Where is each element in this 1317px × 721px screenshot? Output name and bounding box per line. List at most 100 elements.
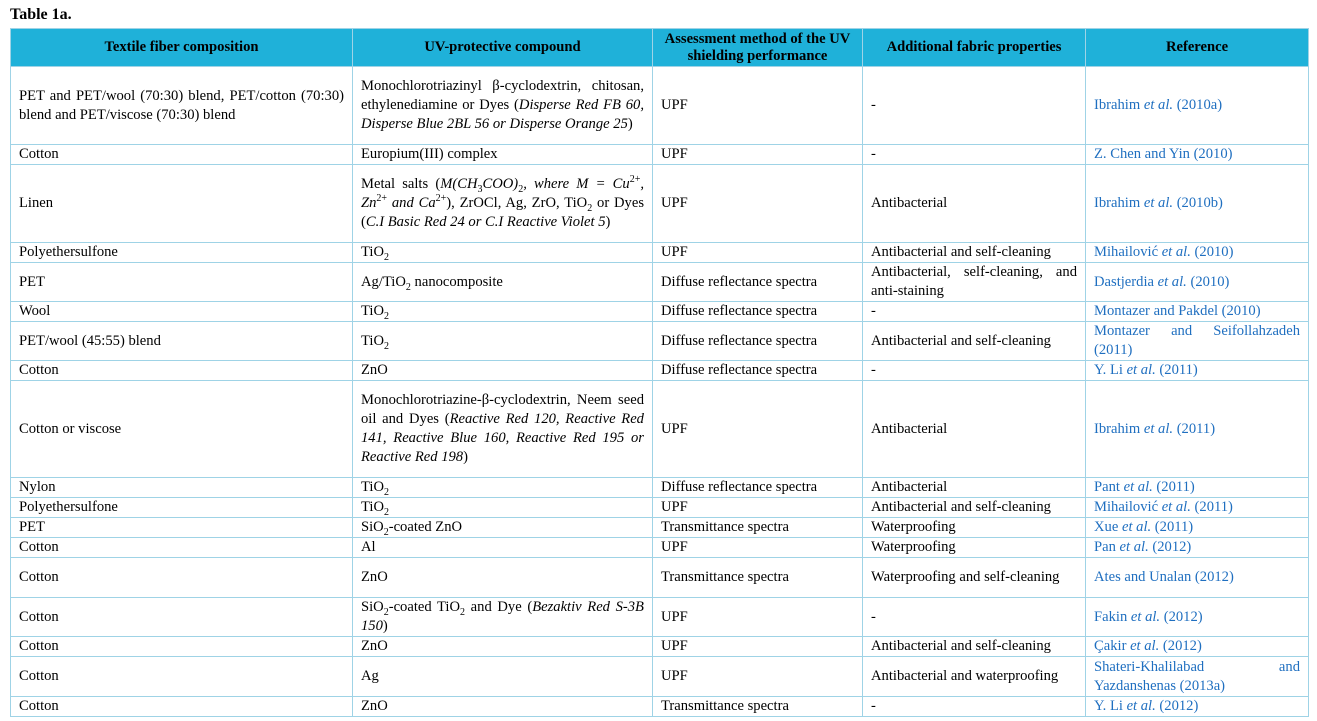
table-caption: Table 1a.	[10, 6, 72, 23]
properties-cell: Waterproofing and self-cleaning	[862, 557, 1086, 598]
cell-text: (2012)	[1160, 608, 1203, 625]
reference-cell[interactable]: Mihailović et al. (2011)	[1085, 497, 1309, 518]
reference-cell[interactable]: Dastjerdia et al. (2010)	[1085, 262, 1309, 302]
table-row: Polyethersulfone TiO2 UPF Antibacterial and…	[10, 497, 1309, 518]
cell-text-sub: 2	[384, 486, 389, 498]
properties-cell: Waterproofing	[862, 517, 1086, 538]
cell-text: nanocomposite	[410, 273, 503, 290]
cell-text-italic: et al.	[1130, 608, 1161, 625]
method-cell: Diffuse reflectance spectra	[652, 321, 863, 361]
reference-cell[interactable]: Y. Li et al. (2012)	[1085, 696, 1309, 717]
properties-cell: -	[862, 597, 1086, 637]
fiber-cell: Wool	[10, 301, 353, 322]
reference-cell[interactable]: Z. Chen and Yin (2010)	[1085, 144, 1309, 165]
method-cell: UPF	[652, 380, 863, 478]
cell-text: Al	[361, 539, 376, 555]
reference-cell[interactable]: Ibrahim et al. (2010a)	[1085, 66, 1309, 145]
cell-text: Europium(III) complex	[361, 146, 498, 162]
reference-cell[interactable]: Shateri-Khalilabad and Yazdanshenas (201…	[1085, 656, 1309, 697]
cell-text: SiO	[361, 519, 384, 535]
uv-protection-table: Textile fiber composition UV-protective …	[10, 28, 1309, 717]
table-row: PET and PET/wool (70:30) blend, PET/cott…	[10, 66, 1309, 145]
table-row: Cotton ZnO Diffuse reflectance spectra - Y. …	[10, 360, 1309, 381]
cell-text: ZnO	[361, 569, 388, 585]
cell-text-italic: et al.	[1126, 362, 1156, 378]
cell-text: Ag/TiO	[361, 273, 406, 290]
reference-cell[interactable]: Montazer and Seifollahzadeh (2011)	[1085, 321, 1309, 361]
method-cell: UPF	[652, 656, 863, 697]
cell-text-italic: M(CH	[440, 176, 478, 192]
reference-cell[interactable]: Pan et al. (2012)	[1085, 537, 1309, 558]
method-cell: Diffuse reflectance spectra	[652, 360, 863, 381]
cell-text-italic: Bezaktiv Red S-3B 150	[361, 599, 644, 634]
cell-text: TiO	[361, 479, 384, 495]
method-cell: UPF	[652, 597, 863, 637]
cell-text: (2010b)	[1173, 195, 1223, 211]
properties-cell: Antibacterial	[862, 164, 1086, 243]
cell-text: (2012)	[1159, 638, 1202, 654]
compound-cell: TiO2	[352, 321, 653, 361]
reference-cell[interactable]: Fakin et al. (2012)	[1085, 597, 1309, 637]
fiber-cell: Polyethersulfone	[10, 497, 353, 518]
reference-cell[interactable]: Xue et al. (2011)	[1085, 517, 1309, 538]
cell-text: Y. Li	[1094, 362, 1127, 378]
cell-text-italic: et al.	[1121, 519, 1152, 535]
cell-text-italic: et al.	[1143, 195, 1174, 211]
cell-text: TiO	[361, 499, 384, 515]
table-row: Cotton Al UPF Waterproofing Pan et al. (2012…	[10, 537, 1309, 558]
method-cell: Diffuse reflectance spectra	[652, 301, 863, 322]
properties-cell: Antibacterial and self-cleaning	[862, 242, 1086, 263]
cell-text: (2011)	[1152, 479, 1195, 495]
cell-text-sup: 2+	[629, 174, 641, 186]
cell-text-italic: , where M = Cu	[523, 176, 630, 192]
cell-text: (2011)	[1155, 362, 1198, 378]
fiber-cell: Cotton	[10, 360, 353, 381]
fiber-cell: Cotton	[10, 144, 353, 165]
cell-text-italic: Reactive Red 120, Reactive Red 141, Reac…	[361, 411, 644, 465]
properties-cell: Antibacterial and self-cleaning	[862, 497, 1086, 518]
table-row: Cotton or viscose Monochlorotriazine-β-cy…	[10, 380, 1309, 478]
cell-text-italic: et al.	[1143, 97, 1174, 113]
table-header-row: Textile fiber composition UV-protective …	[10, 28, 1309, 67]
cell-text: -coated ZnO	[388, 519, 463, 535]
cell-text: Ibrahim	[1094, 420, 1144, 437]
reference-cell[interactable]: Ates and Unalan (2012)	[1085, 557, 1309, 598]
cell-text-italic: et al.	[1161, 499, 1191, 515]
cell-text-sub: 2	[383, 526, 389, 538]
cell-text: Shateri-Khalilabad and Yazdanshenas (201…	[1094, 658, 1300, 694]
method-cell: UPF	[652, 242, 863, 263]
table-row: Polyethersulfone TiO2 UPF Antibacterial and…	[10, 242, 1309, 263]
cell-text: Ag	[361, 668, 379, 684]
fiber-cell: Cotton	[10, 656, 353, 697]
cell-text: (2011)	[1151, 519, 1194, 535]
reference-cell[interactable]: Pant et al. (2011)	[1085, 477, 1309, 498]
properties-cell: Antibacterial and self-cleaning	[862, 636, 1086, 657]
properties-cell: -	[862, 66, 1086, 145]
reference-cell[interactable]: Mihailović et al. (2010)	[1085, 242, 1309, 263]
reference-cell[interactable]: Çakir et al. (2012)	[1085, 636, 1309, 657]
cell-text-italic: et al.	[1119, 539, 1149, 555]
reference-cell[interactable]: Y. Li et al. (2011)	[1085, 360, 1309, 381]
compound-cell: Metal salts (M(CH3COO)2, where M = Cu2+,…	[352, 164, 653, 243]
table-row: Cotton Ag UPF Antibacterial and waterproofi…	[10, 656, 1309, 697]
properties-cell: Antibacterial and waterproofing	[862, 656, 1086, 697]
reference-cell[interactable]: Montazer and Pakdel (2010)	[1085, 301, 1309, 322]
fiber-cell: Cotton	[10, 557, 353, 598]
cell-text-sub: 2	[587, 202, 593, 214]
cell-text-sub: 2	[460, 606, 466, 618]
cell-text: (2011)	[1173, 420, 1216, 437]
reference-cell[interactable]: Ibrahim et al. (2011)	[1085, 380, 1309, 478]
method-cell: UPF	[652, 497, 863, 518]
cell-text: Y. Li	[1094, 698, 1127, 714]
header-compound: UV-protective compound	[352, 28, 653, 67]
cell-text: Fakin	[1094, 608, 1131, 625]
properties-cell: -	[862, 144, 1086, 165]
header-method: Assessment method of the UV shielding pe…	[652, 28, 863, 67]
cell-text-italic: et al.	[1143, 420, 1174, 437]
method-cell: Transmittance spectra	[652, 696, 863, 717]
fiber-cell: Cotton	[10, 537, 353, 558]
reference-cell[interactable]: Ibrahim et al. (2010b)	[1085, 164, 1309, 243]
fiber-cell: Polyethersulfone	[10, 242, 353, 263]
cell-text-sub: 2	[384, 506, 389, 518]
table-row: Cotton ZnO Transmittance spectra Waterproof…	[10, 557, 1309, 598]
